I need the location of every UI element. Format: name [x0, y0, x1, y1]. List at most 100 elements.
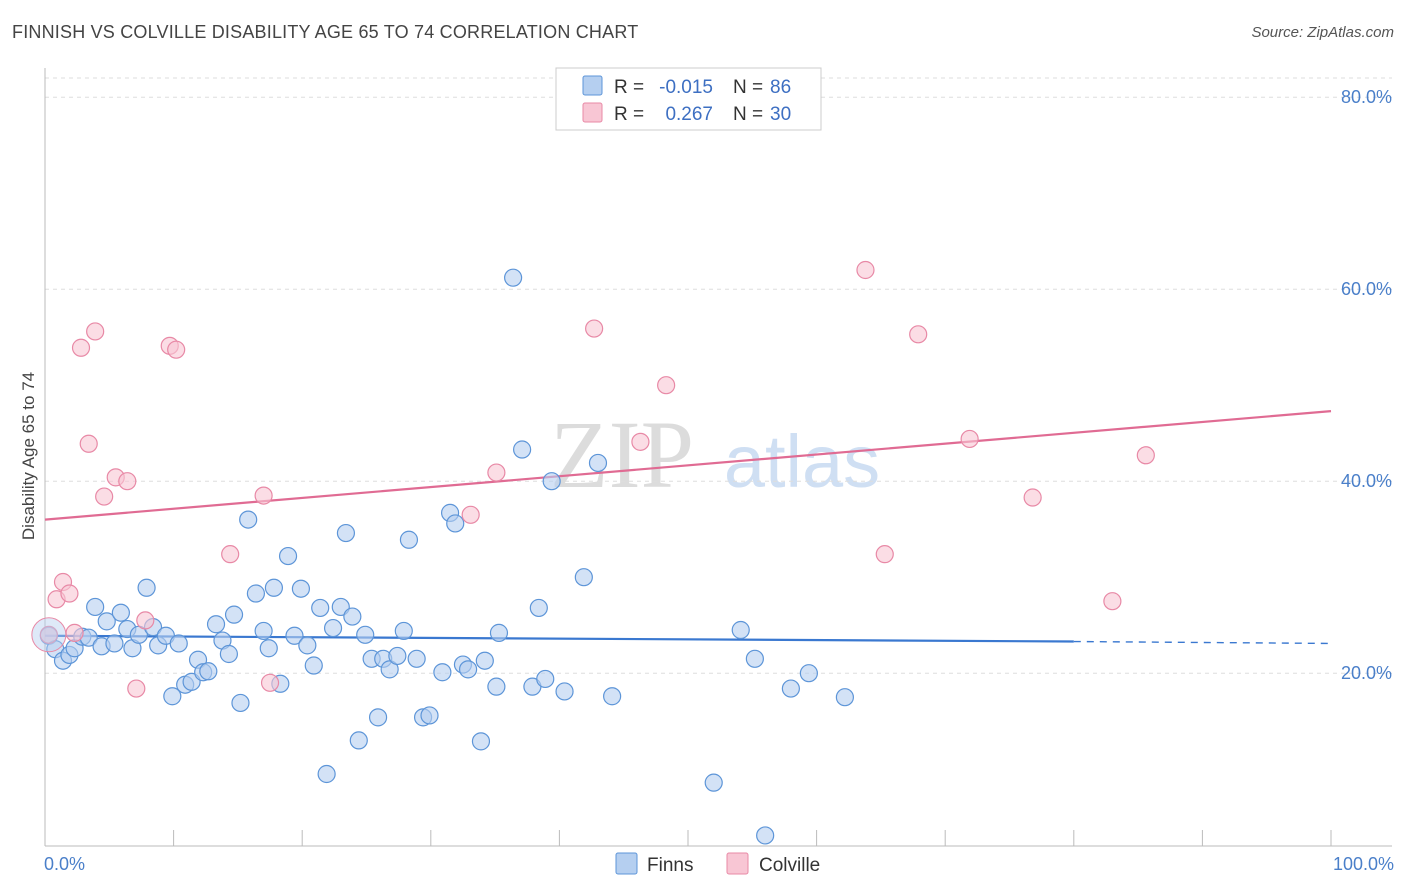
colville-point: [60, 584, 79, 603]
colville-point: [118, 472, 137, 491]
bottom-legend-colville-label: Colville: [759, 855, 820, 876]
finns-point: [446, 514, 465, 533]
finns-point: [420, 706, 439, 725]
finns-point: [317, 764, 336, 784]
y-tick-label: 80.0%: [1341, 87, 1392, 107]
colville-point: [167, 340, 186, 359]
bottom-legend-colville-swatch: [726, 852, 749, 875]
finns-point: [756, 826, 775, 845]
finns-point: [304, 656, 323, 675]
finns-point: [368, 708, 388, 727]
finns-point: [504, 268, 523, 287]
finns-point: [264, 578, 284, 597]
axes: [44, 68, 1392, 847]
bottom-legend-finns-label: Finns: [647, 855, 693, 876]
finns-point: [529, 598, 548, 618]
colville-point: [909, 325, 928, 344]
finns-point: [603, 687, 622, 706]
finns-point: [704, 773, 723, 792]
finns-point: [224, 605, 244, 624]
legend-finns-n-value: 86: [770, 77, 791, 98]
finns-trend-extension: [1073, 640, 1332, 645]
finns-point: [407, 649, 426, 668]
finns-point: [394, 621, 413, 641]
finns-point: [835, 688, 854, 707]
colville-point: [1136, 446, 1155, 465]
colville-point: [221, 545, 240, 564]
colville-point: [79, 434, 98, 453]
colville-point: [136, 611, 155, 630]
data-points: [31, 260, 1155, 845]
grid-lines: [45, 77, 1392, 674]
colville-point: [254, 486, 273, 505]
finns-point: [745, 649, 764, 668]
finns-point: [781, 679, 800, 698]
legend-colville-r-label: R =: [614, 104, 644, 125]
finns-point: [311, 598, 330, 618]
finns-point: [169, 634, 188, 653]
finns-point: [199, 662, 218, 681]
colville-point: [65, 623, 84, 642]
finns-point: [137, 578, 156, 597]
finns-point: [323, 618, 343, 638]
legend-finns-r-label: R =: [614, 77, 644, 98]
tick-labels: 20.0% 40.0% 60.0% 80.0% 0.0% 100.0%: [44, 87, 1394, 874]
legend-finns-n-label: N =: [733, 77, 763, 98]
finns-point: [343, 607, 362, 626]
finns-point: [574, 568, 593, 587]
colville-point: [1103, 592, 1122, 611]
colville-point: [260, 673, 280, 692]
finns-point: [278, 546, 298, 566]
chart-title: FINNISH VS COLVILLE DISABILITY AGE 65 TO…: [12, 22, 639, 42]
y-tick-label: 20.0%: [1341, 663, 1392, 683]
finns-point: [239, 510, 258, 529]
watermark-atlas: atlas: [724, 420, 880, 503]
finns-point: [588, 453, 608, 473]
finns-point: [542, 472, 561, 491]
finns-point: [163, 687, 182, 706]
legend-colville-swatch: [582, 102, 603, 123]
colville-point: [86, 322, 105, 341]
finns-point: [399, 530, 419, 549]
colville-point: [585, 319, 604, 338]
finns-trend-line: [44, 634, 1074, 643]
y-axis-label: Disability Age 65 to 74: [19, 372, 38, 540]
finns-point: [555, 682, 574, 701]
bottom-legend-finns-swatch: [615, 852, 638, 875]
colville-point: [875, 545, 894, 564]
finns-point: [206, 615, 226, 634]
finns-point: [433, 663, 452, 682]
overlap-point: [31, 617, 67, 653]
finns-point: [97, 612, 116, 631]
finns-point: [336, 523, 356, 543]
finns-point: [298, 636, 317, 655]
finns-point: [231, 693, 250, 713]
colville-point: [127, 679, 146, 698]
finns-point: [219, 644, 238, 664]
finns-point: [475, 651, 494, 670]
finns-point: [291, 579, 311, 598]
colville-point: [39, 625, 58, 644]
finns-point: [458, 660, 478, 679]
legend-finns-r-value: -0.015: [659, 77, 713, 98]
colville-point: [657, 376, 676, 395]
y-tick-label: 60.0%: [1341, 279, 1392, 299]
finns-point: [254, 621, 273, 641]
finns-point: [111, 603, 130, 622]
colville-point: [71, 338, 91, 357]
colville-point: [95, 487, 114, 506]
colville-point: [461, 505, 480, 524]
finns-point: [536, 669, 555, 689]
finns-point: [388, 646, 407, 666]
series-legend: Finns Colville: [615, 852, 820, 876]
x-tick-label-end: 100.0%: [1333, 854, 1394, 874]
finns-point: [259, 639, 278, 658]
finns-point: [356, 625, 375, 644]
y-tick-label: 40.0%: [1341, 471, 1392, 491]
finns-point: [799, 664, 818, 683]
watermark-zip: ZIP: [550, 401, 694, 508]
legend-finns-swatch: [582, 75, 603, 96]
finns-point: [731, 620, 750, 640]
colville-point: [856, 260, 875, 280]
